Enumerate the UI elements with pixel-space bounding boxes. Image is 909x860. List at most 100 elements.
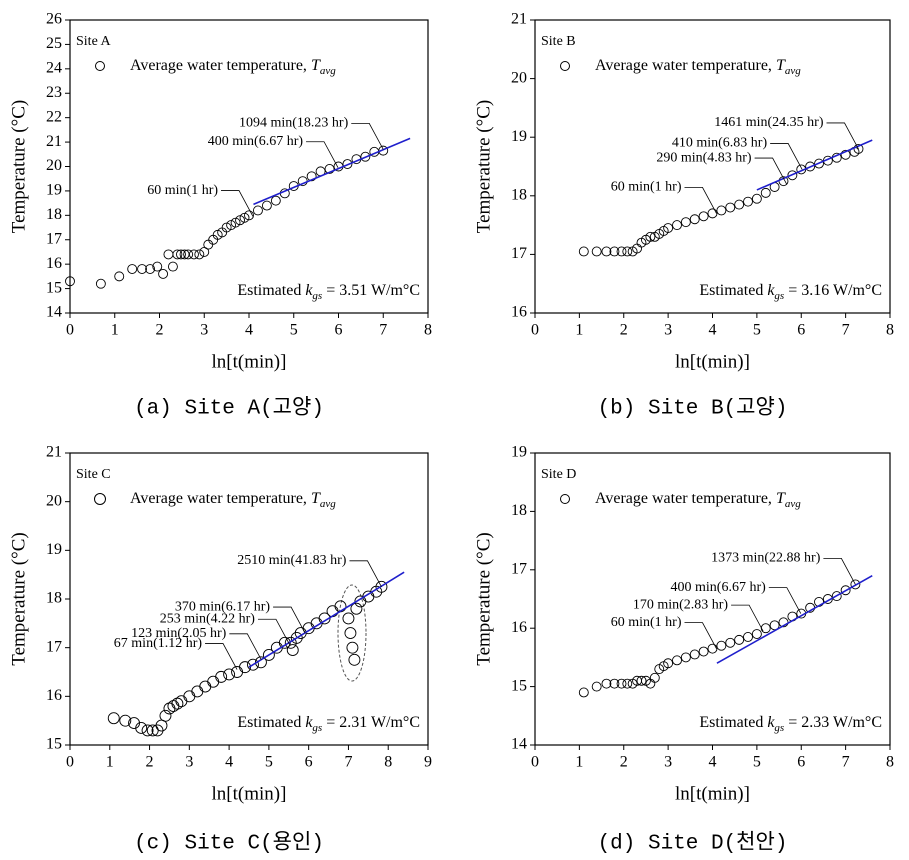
data-point: [306, 171, 317, 182]
data-point: [135, 722, 148, 734]
data-point: [167, 700, 180, 713]
x-tick-label: 2: [620, 322, 628, 339]
x-tick-label: 8: [886, 754, 894, 771]
y-tick-label: 16: [511, 619, 527, 636]
legend-subscript: avg: [320, 498, 336, 510]
data-point: [601, 678, 612, 689]
y-tick-label: 25: [46, 35, 62, 52]
panel-caption: (c) Site C(용인): [134, 831, 324, 856]
x-tick-label: 8: [886, 322, 894, 339]
estimate-text: Estimated kgs = 2.31 W/m°C: [237, 714, 420, 734]
annotation-leader: [684, 186, 717, 214]
data-point: [375, 580, 388, 593]
legend-marker: [94, 493, 106, 505]
annotation-label: 410 min(6.83 hr): [672, 136, 768, 151]
data-point: [698, 646, 709, 657]
data-point: [348, 653, 361, 666]
annotation-leader: [684, 622, 717, 649]
data-point: [191, 685, 204, 698]
x-tick-label: 0: [531, 322, 539, 339]
annotation-leader: [770, 143, 803, 170]
legend-marker: [560, 61, 570, 71]
data-point: [850, 579, 861, 590]
estimate-symbol: k: [767, 714, 775, 731]
x-tick-label: 4: [709, 754, 717, 771]
x-tick-label: 7: [842, 322, 850, 339]
data-point: [176, 249, 186, 260]
x-tick-label: 7: [379, 322, 387, 339]
panel-title: Site B: [541, 34, 576, 49]
estimate-subscript: gs: [312, 722, 322, 734]
x-tick-label: 4: [245, 322, 253, 339]
data-point: [760, 623, 771, 634]
data-point: [326, 605, 339, 618]
legend-text: Average water temperature, Tavg: [595, 490, 801, 510]
data-point: [649, 672, 660, 683]
y-axis-label: Temperature (°C): [8, 532, 29, 665]
annotation-label: 60 min(1 hr): [611, 615, 682, 630]
data-point: [270, 195, 281, 206]
data-point: [346, 641, 359, 654]
fit-line: [716, 574, 873, 664]
data-point: [183, 690, 196, 703]
data-point: [342, 159, 353, 170]
data-point: [207, 675, 220, 688]
data-point: [689, 214, 700, 225]
data-point: [698, 211, 709, 222]
y-tick-label: 16: [511, 304, 527, 321]
data-point: [751, 193, 762, 204]
fit-line: [248, 571, 405, 668]
estimate-text: Estimated kgs = 3.16 W/m°C: [699, 282, 882, 302]
x-tick-label: 0: [531, 754, 539, 771]
data-point: [672, 655, 682, 666]
data-point: [622, 246, 633, 257]
y-tick-label: 20: [511, 69, 527, 86]
x-tick-label: 9: [424, 754, 432, 771]
legend-subscript: avg: [320, 65, 336, 77]
annotation-label: 1373 min(22.88 hr): [711, 551, 821, 566]
x-tick-label: 7: [842, 754, 850, 771]
fit-line: [756, 139, 873, 191]
x-tick-label: 6: [797, 754, 805, 771]
y-tick-label: 21: [46, 444, 62, 461]
data-point: [636, 675, 647, 686]
estimate-value: = 2.31 W/m°C: [322, 714, 420, 731]
annotation-leader: [823, 558, 856, 585]
x-tick-label: 6: [335, 322, 343, 339]
annotation-label: 1094 min(18.23 hr): [239, 116, 349, 131]
y-tick-label: 23: [46, 84, 62, 101]
x-tick-label: 5: [753, 754, 761, 771]
data-point: [231, 666, 244, 678]
annotation-label: 1461 min(24.35 hr): [714, 115, 824, 130]
y-tick-label: 21: [511, 11, 527, 28]
y-tick-label: 18: [511, 186, 527, 203]
y-tick-label: 16: [46, 255, 62, 272]
data-point: [152, 261, 163, 272]
estimate-symbol: k: [767, 282, 775, 299]
data-point: [601, 246, 612, 257]
x-tick-label: 3: [185, 754, 193, 771]
data-point: [743, 196, 753, 207]
x-tick-label: 4: [709, 322, 717, 339]
annotation-label: 290 min(4.83 hr): [656, 150, 752, 165]
annotation-leader: [826, 122, 859, 150]
x-tick-label: 0: [66, 322, 74, 339]
y-tick-label: 17: [46, 230, 62, 247]
legend-symbol: T: [311, 490, 321, 507]
x-tick-label: 4: [225, 754, 233, 771]
x-tick-label: 1: [106, 754, 114, 771]
data-point: [663, 658, 674, 669]
data-point: [840, 585, 851, 596]
x-tick-label: 7: [344, 754, 352, 771]
y-tick-label: 15: [46, 736, 62, 753]
x-axis-label: ln[t(min)]: [212, 783, 287, 804]
data-point: [261, 200, 272, 211]
annotation-leader: [306, 141, 339, 168]
y-axis-label: Temperature (°C): [8, 100, 29, 233]
y-tick-label: 22: [46, 108, 62, 125]
x-tick-label: 3: [664, 322, 672, 339]
x-tick-label: 2: [620, 754, 628, 771]
annotation-label: 67 min(1.12 hr): [114, 636, 203, 651]
data-point: [760, 187, 771, 198]
panel-caption: (d) Site D(천안): [598, 831, 788, 856]
